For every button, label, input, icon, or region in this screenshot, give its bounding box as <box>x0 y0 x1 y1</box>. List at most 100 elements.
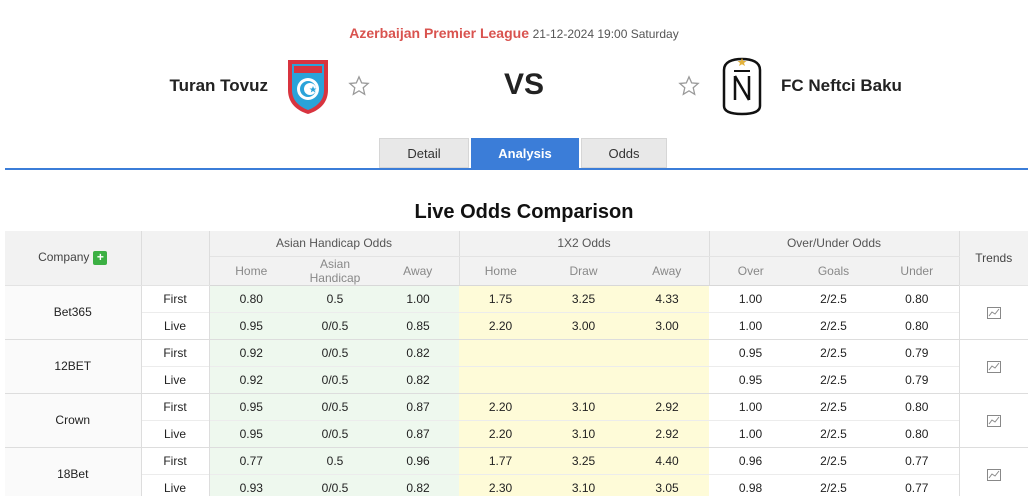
odds-cell-x12[interactable]: 3.25 <box>542 446 625 474</box>
odds-cell-x12[interactable] <box>542 338 625 366</box>
odds-cell-ah[interactable]: 0.82 <box>377 473 459 496</box>
favorite-away-star-icon[interactable] <box>678 75 700 97</box>
chart-icon[interactable] <box>986 305 1001 319</box>
odds-cell-ah[interactable]: 0/0.5 <box>293 419 377 447</box>
company-name[interactable]: 18Bet <box>5 446 142 496</box>
odds-cell-ou[interactable]: 2/2.5 <box>792 419 875 447</box>
odds-cell-ah[interactable]: 0.93 <box>209 473 293 496</box>
odds-cell-x12[interactable]: 1.75 <box>459 284 542 312</box>
odds-kind: First <box>141 392 210 420</box>
away-team-name[interactable]: FC Neftci Baku <box>781 76 902 95</box>
odds-cell-ah[interactable]: 0/0.5 <box>293 311 377 339</box>
chart-icon[interactable] <box>986 359 1001 373</box>
odds-cell-ah[interactable]: 0.95 <box>209 419 293 447</box>
odds-row-live: Live 0.93 0/0.5 0.82 2.30 3.10 3.05 0.98 2/2.5 0.… <box>5 473 1028 496</box>
odds-cell-x12[interactable] <box>625 365 709 393</box>
odds-cell-ou[interactable]: 2/2.5 <box>792 392 875 420</box>
odds-cell-x12[interactable] <box>459 338 542 366</box>
match-tabs: Detail Analysis Odds <box>379 138 669 168</box>
odds-cell-ou[interactable]: 0.79 <box>875 338 959 366</box>
favorite-home-star-icon[interactable] <box>348 75 370 97</box>
odds-cell-ah[interactable]: 0.5 <box>293 446 377 474</box>
odds-cell-x12[interactable]: 3.10 <box>542 473 625 496</box>
odds-cell-x12[interactable] <box>625 338 709 366</box>
odds-cell-x12[interactable]: 2.30 <box>459 473 542 496</box>
odds-cell-ou[interactable]: 0.80 <box>875 419 959 447</box>
odds-cell-ah[interactable]: 0.85 <box>377 311 459 339</box>
odds-cell-ou[interactable]: 0.96 <box>709 446 792 474</box>
odds-cell-x12[interactable]: 2.20 <box>459 392 542 420</box>
odds-cell-x12[interactable]: 3.25 <box>542 284 625 312</box>
odds-cell-ou[interactable]: 2/2.5 <box>792 473 875 496</box>
odds-cell-ah[interactable]: 1.00 <box>377 284 459 312</box>
tab-odds[interactable]: Odds <box>581 138 667 168</box>
league-name[interactable]: Azerbaijan Premier League <box>349 25 529 41</box>
odds-cell-ou[interactable]: 2/2.5 <box>792 338 875 366</box>
odds-cell-ah[interactable]: 0/0.5 <box>293 392 377 420</box>
odds-cell-x12[interactable]: 2.20 <box>459 311 542 339</box>
chart-icon[interactable] <box>986 467 1001 482</box>
odds-kind: Live <box>141 365 210 393</box>
odds-cell-ou[interactable]: 1.00 <box>709 311 792 339</box>
tab-analysis[interactable]: Analysis <box>471 138 579 168</box>
odds-cell-ou[interactable]: 0.79 <box>875 365 959 393</box>
odds-cell-ah[interactable]: 0.5 <box>293 284 377 312</box>
odds-table: Company + Asian Handicap Odds 1X2 Odds Ov… <box>5 231 1028 496</box>
odds-cell-ah[interactable]: 0.95 <box>209 311 293 339</box>
odds-cell-ou[interactable]: 2/2.5 <box>792 446 875 474</box>
odds-cell-ou[interactable]: 1.00 <box>709 284 792 312</box>
odds-cell-ah[interactable]: 0.92 <box>209 338 293 366</box>
home-team-name[interactable]: Turan Tovuz <box>169 76 268 95</box>
odds-cell-ah[interactable]: 0.80 <box>209 284 293 312</box>
odds-row-first: 18Bet First 0.77 0.5 0.96 1.77 3.25 4.40 0.96 2/2… <box>5 446 1028 496</box>
odds-cell-ah[interactable]: 0.96 <box>377 446 459 474</box>
odds-cell-x12[interactable]: 2.20 <box>459 419 542 447</box>
odds-cell-ou[interactable]: 2/2.5 <box>792 311 875 339</box>
odds-cell-ou[interactable]: 0.95 <box>709 365 792 393</box>
odds-cell-ah[interactable]: 0/0.5 <box>293 338 377 366</box>
odds-cell-ou[interactable]: 1.00 <box>709 419 792 447</box>
odds-cell-ou[interactable]: 1.00 <box>709 392 792 420</box>
odds-cell-ah[interactable]: 0.82 <box>377 365 459 393</box>
odds-cell-ou[interactable]: 0.95 <box>709 338 792 366</box>
chart-icon[interactable] <box>986 413 1001 427</box>
company-name[interactable]: 12BET <box>5 338 142 393</box>
odds-cell-x12[interactable]: 4.40 <box>625 446 709 474</box>
odds-cell-x12[interactable]: 2.92 <box>625 392 709 420</box>
tab-detail[interactable]: Detail <box>379 138 469 168</box>
odds-cell-ah[interactable]: 0.87 <box>377 419 459 447</box>
turan-tovuz-crest-icon <box>288 60 328 114</box>
odds-cell-ou[interactable]: 0.80 <box>875 392 959 420</box>
odds-cell-x12[interactable]: 3.10 <box>542 392 625 420</box>
section-title: Live Odds Comparison <box>414 201 634 223</box>
odds-cell-ou[interactable]: 0.98 <box>709 473 792 496</box>
odds-cell-ou[interactable]: 2/2.5 <box>792 365 875 393</box>
odds-cell-ah[interactable]: 0/0.5 <box>293 365 377 393</box>
odds-cell-x12[interactable]: 4.33 <box>625 284 709 312</box>
odds-cell-x12[interactable]: 3.10 <box>542 419 625 447</box>
odds-cell-ah[interactable]: 0.92 <box>209 365 293 393</box>
odds-cell-x12[interactable]: 1.77 <box>459 446 542 474</box>
odds-cell-ah[interactable]: 0.82 <box>377 338 459 366</box>
odds-cell-ou[interactable]: 0.77 <box>875 473 959 496</box>
odds-row-live: Live 0.95 0/0.5 0.85 2.20 3.00 3.00 1.00 2/2.5 0.… <box>5 311 1028 339</box>
odds-cell-ah[interactable]: 0.95 <box>209 392 293 420</box>
odds-cell-ah[interactable]: 0.87 <box>377 392 459 420</box>
odds-cell-x12[interactable] <box>459 365 542 393</box>
odds-cell-ah[interactable]: 0.77 <box>209 446 293 474</box>
odds-cell-x12[interactable] <box>542 365 625 393</box>
odds-cell-ah[interactable]: 0/0.5 <box>293 473 377 496</box>
odds-cell-x12[interactable]: 3.05 <box>625 473 709 496</box>
odds-cell-x12[interactable]: 2.92 <box>625 419 709 447</box>
odds-cell-ou[interactable]: 0.80 <box>875 284 959 312</box>
odds-cell-x12[interactable]: 3.00 <box>625 311 709 339</box>
odds-cell-ou[interactable]: 2/2.5 <box>792 284 875 312</box>
odds-cell-ou[interactable]: 0.77 <box>875 446 959 474</box>
odds-cell-ou[interactable]: 0.80 <box>875 311 959 339</box>
company-name[interactable]: Bet365 <box>5 284 142 339</box>
tab-underline <box>5 168 1028 170</box>
plus-icon[interactable]: + <box>93 251 108 266</box>
company-name[interactable]: Crown <box>5 392 142 447</box>
odds-cell-x12[interactable]: 3.00 <box>542 311 625 339</box>
